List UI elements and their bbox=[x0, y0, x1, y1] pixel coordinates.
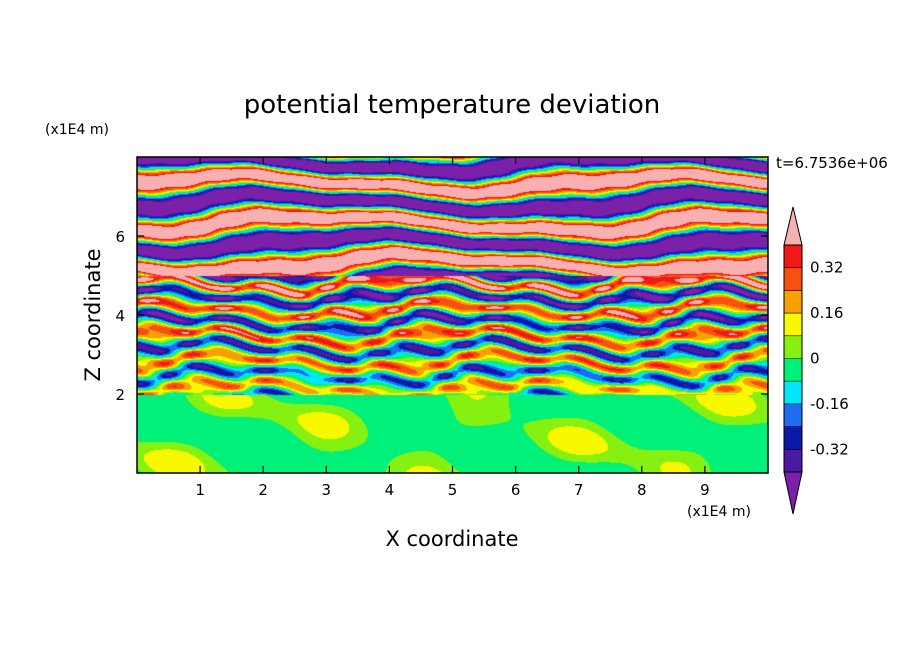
contour-image bbox=[137, 157, 768, 473]
colorbar-segment bbox=[784, 335, 802, 359]
x-tick-label: 6 bbox=[511, 481, 521, 499]
colorbar-segment bbox=[784, 358, 802, 382]
contour-field bbox=[137, 157, 768, 473]
colorbar-tick-label: 0.32 bbox=[810, 259, 843, 277]
colorbar: -0.32 -0.16 0 0.16 0.32 bbox=[783, 206, 849, 515]
colorbar-segment bbox=[784, 403, 802, 428]
y-tick-label: 4 bbox=[115, 307, 125, 325]
y-ticks: 2 4 6 bbox=[115, 228, 768, 404]
x-tick-label: 2 bbox=[258, 481, 268, 499]
chart-title: potential temperature deviation bbox=[244, 90, 660, 120]
colorbar-segment bbox=[784, 449, 802, 473]
colorbar-tick-label: -0.16 bbox=[810, 395, 849, 413]
colorbar-tick-label: 0.16 bbox=[810, 304, 843, 322]
colorbar-segment bbox=[784, 313, 802, 337]
time-label: t=6.7536e+06 bbox=[776, 154, 888, 172]
y-tick-label: 6 bbox=[115, 228, 125, 246]
colorbar-segment bbox=[784, 426, 802, 450]
colorbar-segment bbox=[784, 381, 802, 405]
x-tick-label: 5 bbox=[448, 481, 458, 499]
colorbar-segment bbox=[784, 290, 802, 314]
x-tick-label: 1 bbox=[195, 481, 205, 499]
x-ticks: 1 2 3 4 5 6 7 8 9 bbox=[195, 157, 710, 499]
x-axis-label: X coordinate bbox=[385, 527, 518, 551]
x-tick-label: 7 bbox=[574, 481, 584, 499]
colorbar-tick-label: 0 bbox=[810, 350, 820, 368]
y-unit-label: (x1E4 m) bbox=[45, 122, 109, 138]
colorbar-tick-label: -0.32 bbox=[810, 440, 849, 458]
y-axis-label: Z coordinate bbox=[81, 248, 105, 381]
x-tick-label: 4 bbox=[385, 481, 395, 499]
x-tick-label: 8 bbox=[637, 481, 647, 499]
x-unit-label: (x1E4 m) bbox=[687, 504, 751, 520]
colorbar-segment bbox=[784, 267, 802, 291]
colorbar-segment bbox=[784, 245, 802, 269]
y-tick-label: 2 bbox=[115, 386, 125, 404]
x-tick-label: 3 bbox=[322, 481, 332, 499]
x-tick-label: 9 bbox=[700, 481, 710, 499]
